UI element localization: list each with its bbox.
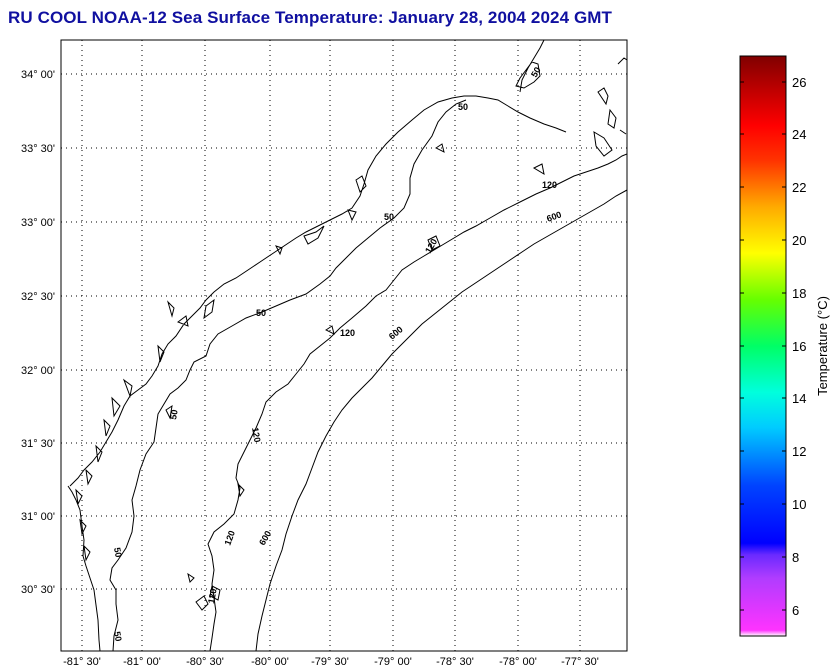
contour-label-50: 50	[168, 409, 180, 421]
lat-label: 34° 00'	[21, 69, 55, 81]
colorbar-tick-label: 24	[792, 127, 806, 142]
contour-label-120: 120	[222, 529, 237, 547]
contour-label-600: 600	[545, 209, 563, 224]
contour-label-50: 50	[384, 212, 394, 222]
coastline	[67, 40, 627, 651]
colorbar-tick-label: 6	[792, 603, 799, 618]
lat-label: 32° 00'	[21, 365, 55, 377]
contour-label-120: 120	[542, 180, 557, 190]
lon-label: -80° 00'	[251, 656, 289, 668]
lon-label: -79° 30'	[311, 656, 349, 668]
colorbar-tick-label: 26	[792, 75, 806, 90]
contour-label-50: 50	[529, 65, 543, 79]
lat-label: 30° 30'	[21, 584, 55, 596]
contour-label-120: 120	[250, 427, 262, 444]
contour-600m	[255, 189, 627, 651]
lat-label: 32° 30'	[21, 291, 55, 303]
colorbar-tick-label: 18	[792, 286, 806, 301]
contour-label-120: 120	[206, 588, 218, 605]
lon-label: -78° 30'	[436, 656, 474, 668]
colorbar-tick-label: 14	[792, 391, 806, 406]
lat-label: 31° 00'	[21, 511, 55, 523]
contour-label-50: 50	[112, 547, 124, 559]
colorbar-tick-label: 10	[792, 497, 806, 512]
colorbar-tick-label: 20	[792, 233, 806, 248]
contour-label-50: 50	[458, 102, 468, 112]
colorbar-label: Temperature (°C)	[815, 296, 830, 396]
colorbar	[739, 55, 787, 637]
lon-label: -81° 00'	[123, 656, 161, 668]
lon-label: -81° 30'	[63, 656, 101, 668]
lon-label: -79° 00'	[374, 656, 412, 668]
colorbar-ticks	[740, 81, 786, 611]
colorbar-tick-label: 22	[792, 180, 806, 195]
colorbar-tick-label: 16	[792, 339, 806, 354]
lat-label: 33° 00'	[21, 217, 55, 229]
contour-50m	[109, 99, 545, 651]
contour-label-120: 120	[340, 328, 355, 338]
colorbar-tick-label: 8	[792, 550, 799, 565]
lat-label: 33° 30'	[21, 143, 55, 155]
lon-label: -77° 30'	[561, 656, 599, 668]
colorbar-tick-label: 12	[792, 444, 806, 459]
map-title: RU COOL NOAA-12 Sea Surface Temperature:…	[8, 8, 613, 27]
contour-120m	[187, 153, 627, 651]
map-frame	[60, 39, 628, 652]
lon-label: -80° 30'	[186, 656, 224, 668]
lat-label: 31° 30'	[21, 438, 55, 450]
contour-label-50: 50	[112, 631, 124, 643]
lon-label: -78° 00'	[499, 656, 537, 668]
gridlines	[61, 40, 627, 651]
contour-label-50: 50	[256, 308, 266, 318]
